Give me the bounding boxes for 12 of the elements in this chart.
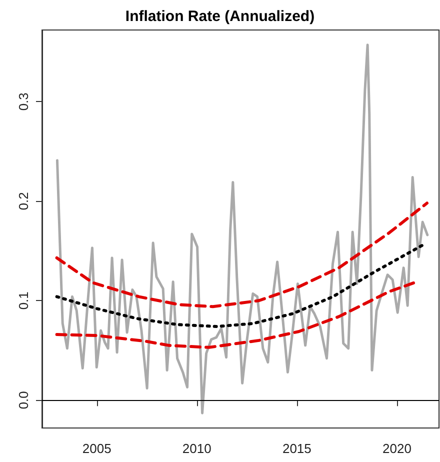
y-tick-label: 0.0 [16, 391, 31, 410]
line-series [55, 202, 428, 308]
y-tick-label: 0.3 [16, 92, 31, 111]
chart-title: Inflation Rate (Annualized) [125, 8, 315, 25]
x-tick-label: 2010 [182, 441, 212, 456]
line-series [56, 44, 429, 414]
x-tick-label: 2005 [82, 441, 112, 456]
x-tick-label: 2020 [382, 441, 412, 456]
line-series [55, 243, 424, 328]
y-tick-label: 0.2 [16, 192, 31, 210]
x-tick-label: 2015 [282, 441, 312, 456]
y-tick-label: 0.1 [16, 292, 31, 310]
